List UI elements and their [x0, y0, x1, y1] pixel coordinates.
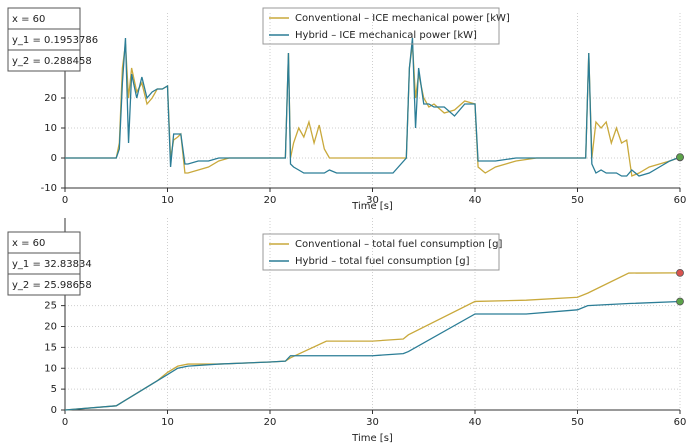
annotation: y_2 = 25.98658	[12, 280, 92, 291]
end-marker	[676, 268, 684, 277]
y-tick-label: 25	[44, 301, 57, 312]
x-tick-label: 60	[674, 417, 687, 428]
annotation: y_2 = 0.288458	[12, 56, 92, 67]
x-tick-label: 50	[571, 417, 584, 428]
x-tick-label: 60	[674, 195, 687, 206]
x-tick-label: 0	[62, 417, 68, 428]
y-tick-label: -10	[41, 183, 57, 194]
y-tick-label: 5	[51, 384, 57, 395]
y-tick-label: 20	[44, 93, 57, 104]
end-marker	[676, 153, 684, 162]
annotation-cell	[7, 49, 81, 72]
annotation-cell	[7, 273, 81, 296]
x-axis-label: Time [s]	[351, 201, 393, 212]
annotation: y_1 = 32.83834	[12, 259, 92, 270]
y-tick-label: 20	[44, 322, 57, 333]
x-tick-label: 50	[571, 195, 584, 206]
y-tick-label: 0	[51, 153, 57, 164]
series-line	[64, 300, 681, 411]
x-tick-label: 30	[366, 195, 379, 206]
legend-label: Conventional – ICE mechanical power [kW]	[295, 13, 510, 24]
x-tick-label: 20	[264, 417, 277, 428]
legend-label: Hybrid – total fuel consumption [g]	[295, 256, 470, 267]
x-tick-label: 40	[469, 195, 482, 206]
legend-label: Conventional – total fuel consumption [g…	[295, 239, 502, 250]
x-tick-label: 10	[161, 417, 174, 428]
y-tick-label: 15	[44, 342, 57, 353]
x-tick-label: 10	[161, 195, 174, 206]
annotation: x = 60	[12, 238, 45, 249]
x-tick-label: 40	[469, 417, 482, 428]
series-line	[65, 37, 681, 177]
end-marker	[676, 297, 684, 306]
legend-box	[262, 7, 500, 45]
y-tick-label: 10	[44, 363, 57, 374]
legend-box	[262, 233, 500, 271]
y-tick-label: 0	[51, 405, 57, 416]
legend-label: Hybrid – ICE mechanical power [kW]	[295, 30, 477, 41]
annotation: y_1 = 0.1953786	[12, 35, 98, 46]
x-tick-label: 0	[62, 195, 68, 206]
annotation: x = 60	[12, 14, 45, 25]
x-tick-label: 30	[366, 417, 379, 428]
y-tick-label: 10	[44, 123, 57, 134]
x-tick-label: 20	[264, 195, 277, 206]
x-axis-label: Time [s]	[351, 433, 393, 444]
